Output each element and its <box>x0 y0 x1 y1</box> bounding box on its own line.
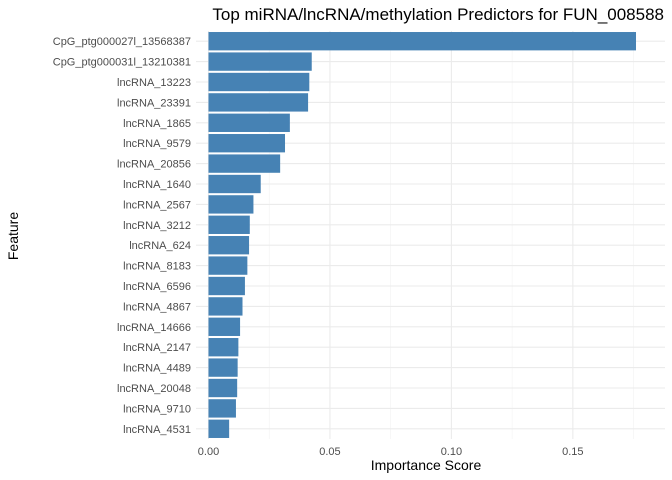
bar <box>208 399 236 418</box>
bar <box>208 256 248 275</box>
y-axis-title: Feature <box>5 212 21 260</box>
grid-lines <box>196 31 665 439</box>
y-tick-label: lncRNA_6596 <box>123 281 191 293</box>
bar <box>208 154 281 173</box>
bar <box>208 195 254 214</box>
y-tick-label: lncRNA_14666 <box>117 322 191 334</box>
y-tick-label: lncRNA_624 <box>129 240 191 252</box>
bar <box>208 215 250 234</box>
bar <box>208 113 290 132</box>
bar <box>208 52 312 71</box>
y-tick-label: lncRNA_9579 <box>123 138 191 150</box>
y-tick-labels: CpG_ptg000027l_13568387 CpG_ptg000031l_13… <box>53 36 191 436</box>
y-tick-label: lncRNA_8183 <box>123 261 191 273</box>
y-tick-label: lncRNA_4489 <box>123 363 191 375</box>
y-tick-label: lncRNA_1640 <box>123 179 191 191</box>
y-tick-label: CpG_ptg000031l_13210381 <box>53 57 191 69</box>
bar <box>208 419 230 438</box>
bar <box>208 338 239 357</box>
y-tick-label: lncRNA_1865 <box>123 118 191 130</box>
bar <box>208 72 310 92</box>
y-tick-label: lncRNA_4531 <box>123 424 191 436</box>
bar <box>208 236 250 255</box>
y-tick-label: lncRNA_23391 <box>117 97 191 109</box>
x-tick-labels: 0.00 0.05 0.10 0.15 <box>198 446 584 458</box>
bar <box>208 276 245 296</box>
bar <box>208 174 261 194</box>
y-tick-label: CpG_ptg000027l_13568387 <box>53 36 191 48</box>
x-axis-title: Importance Score <box>371 457 482 473</box>
y-tick-label: lncRNA_2147 <box>123 342 191 354</box>
bar <box>208 317 241 336</box>
y-tick-label: lncRNA_13223 <box>117 77 191 89</box>
bar <box>208 297 243 316</box>
y-tick-label: lncRNA_20856 <box>117 159 191 171</box>
bar <box>208 358 238 377</box>
y-tick-label: lncRNA_4867 <box>123 301 191 313</box>
chart-title: Top miRNA/lncRNA/methylation Predictors … <box>212 5 664 24</box>
bar <box>208 134 286 153</box>
x-tick-label: 0.05 <box>319 446 340 458</box>
bars <box>208 32 637 438</box>
x-tick-label: 0.10 <box>441 446 462 458</box>
bar <box>208 378 238 398</box>
y-tick-label: lncRNA_3212 <box>123 220 191 232</box>
y-tick-label: lncRNA_9710 <box>123 403 191 415</box>
x-tick-label: 0.00 <box>198 446 219 458</box>
x-tick-label: 0.15 <box>562 446 583 458</box>
y-tick-label: lncRNA_2567 <box>123 199 191 211</box>
bar <box>208 32 637 51</box>
bar <box>208 93 309 112</box>
y-tick-label: lncRNA_20048 <box>117 383 191 395</box>
